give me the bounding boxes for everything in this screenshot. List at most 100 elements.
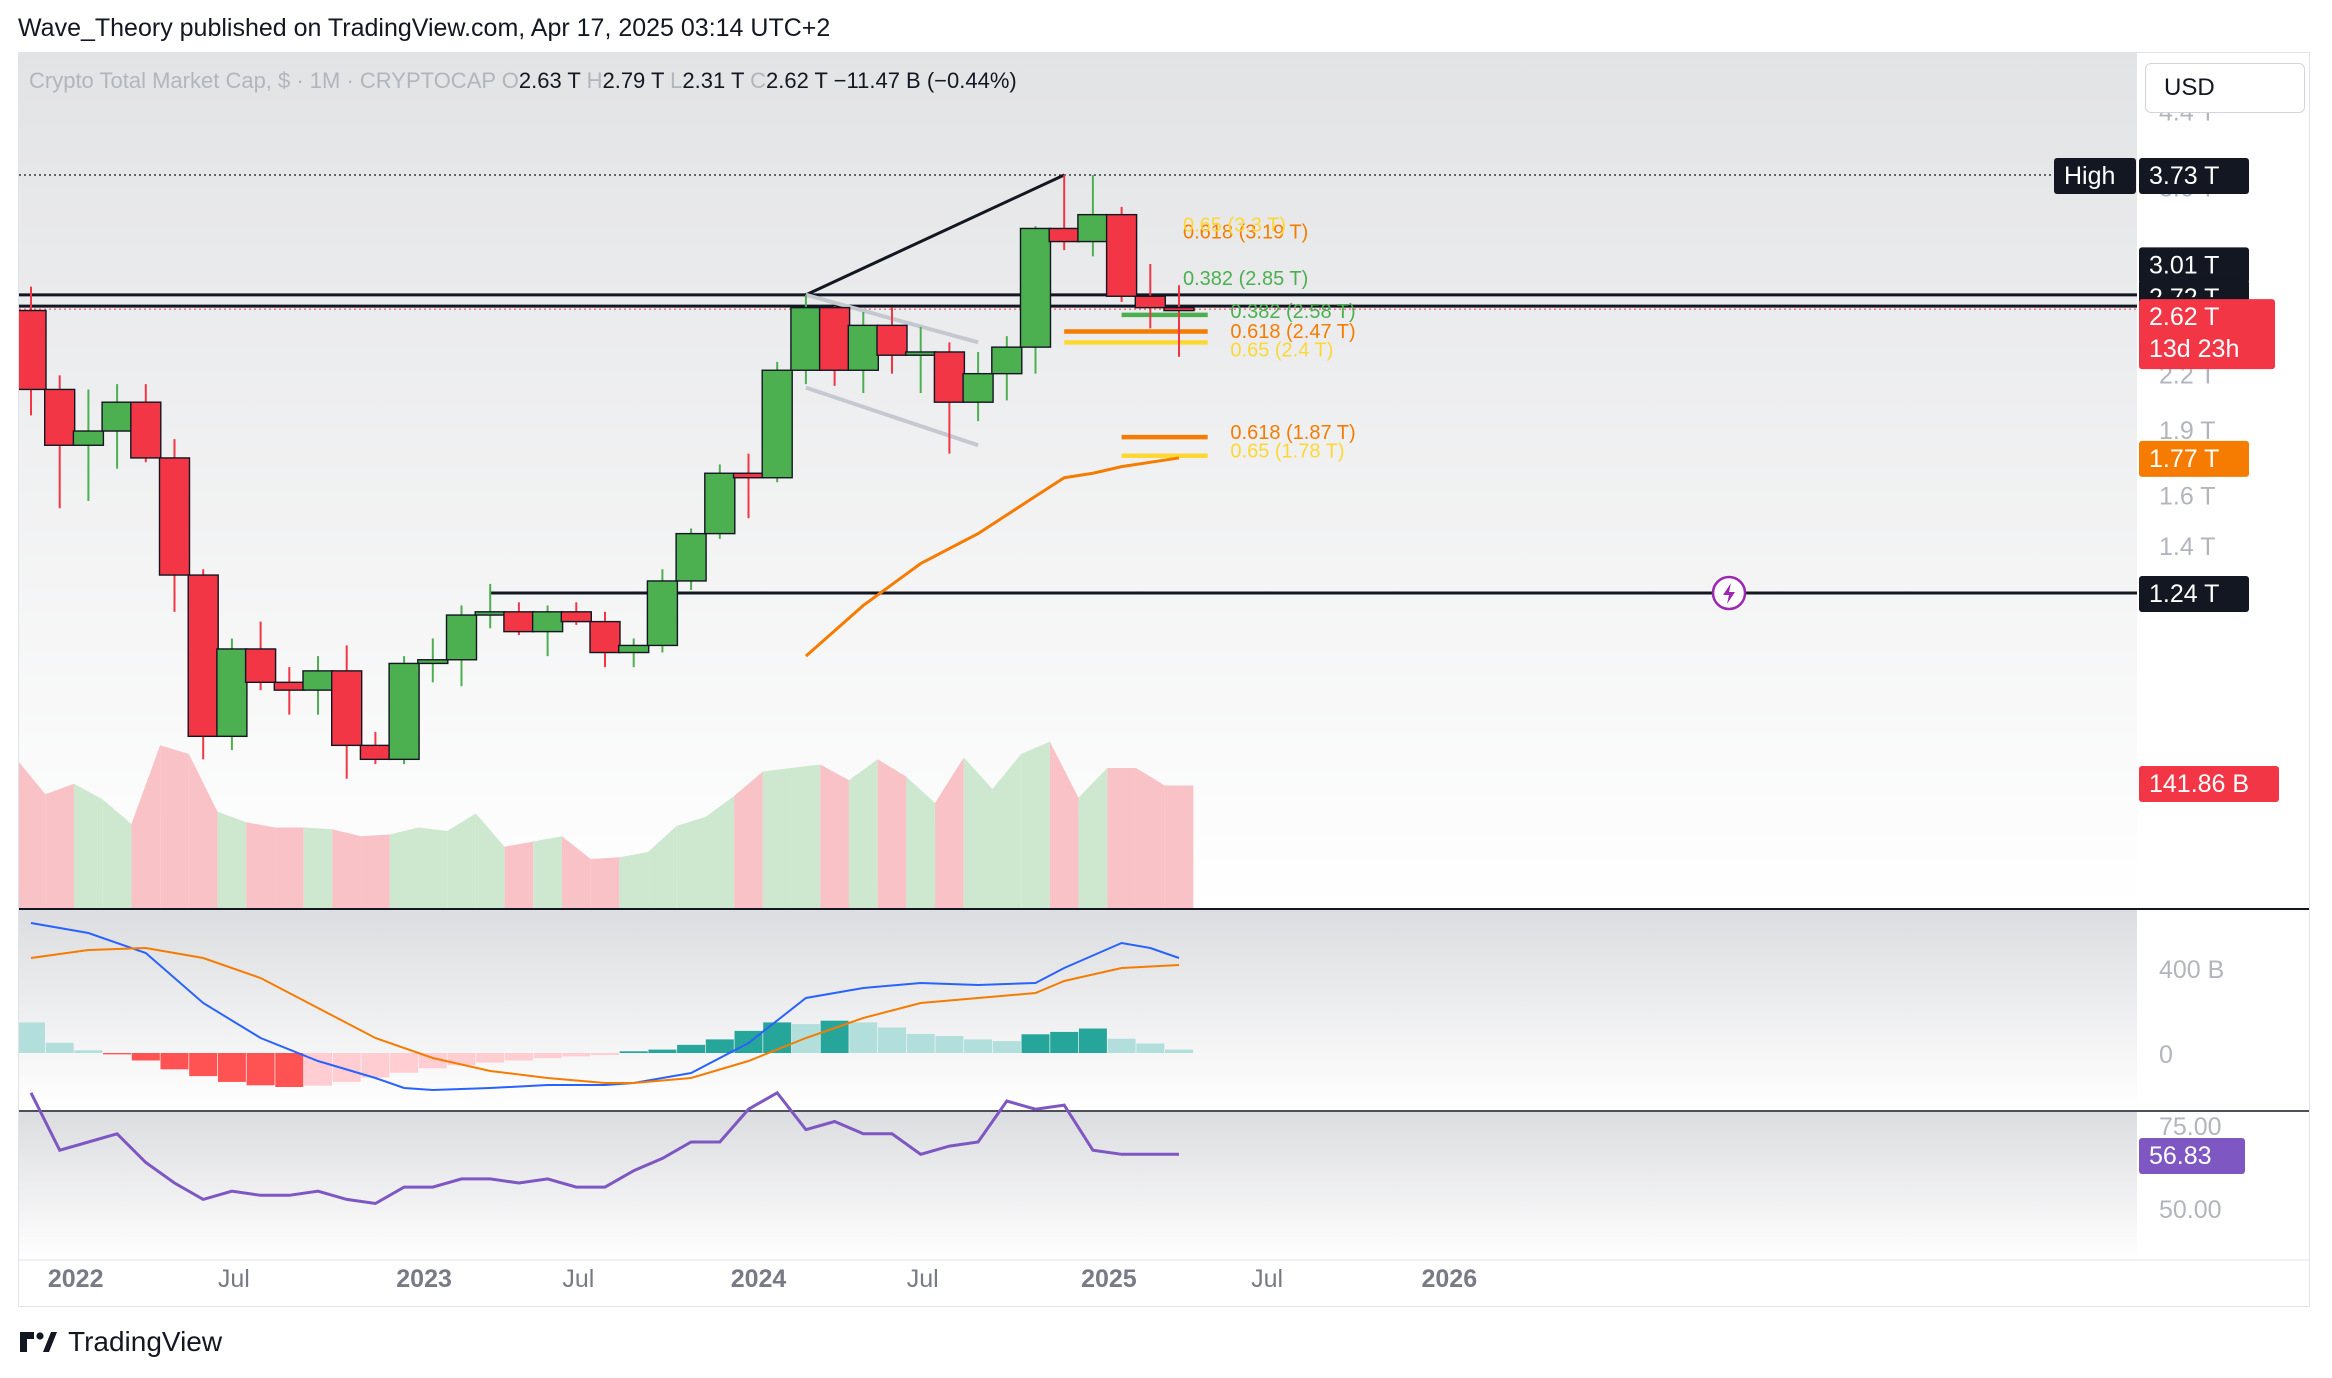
macd-histogram-bar xyxy=(476,1053,505,1063)
volume-tag-bg xyxy=(2139,766,2279,802)
fib-label: 0.65 (2.4 T) xyxy=(1230,339,1333,361)
rsi-value-tag-text: 56.83 xyxy=(2149,1142,2212,1170)
macd-histogram-bar xyxy=(591,1053,619,1056)
candle xyxy=(244,621,277,691)
last-price-tag-bg xyxy=(2139,299,2275,370)
volume-tag: 141.86 B xyxy=(2139,766,2279,802)
candle xyxy=(618,638,650,668)
candle xyxy=(876,307,908,374)
legend-line: Crypto Total Market Cap, $ · 1M · CRYPTO… xyxy=(29,68,1017,93)
candle-body xyxy=(503,611,535,633)
candle-body xyxy=(72,430,105,446)
volume-bar xyxy=(1078,768,1108,908)
volume-bar xyxy=(877,759,907,908)
chart-frame[interactable]: 0.618 (3.19 T) 0.65 (3.3 T) 0.382 (2.85 T)… xyxy=(18,52,2310,1307)
fib-label: 0.618 (1.87 T) xyxy=(1230,422,1355,444)
volume-bar xyxy=(676,817,706,908)
ema-price-tag: 1.77 T xyxy=(2139,440,2249,477)
macd-histogram-bar xyxy=(504,1053,533,1061)
high-tag-text: High xyxy=(2064,162,2115,190)
candle xyxy=(646,569,679,653)
legend-l-label: L xyxy=(670,68,682,93)
currency-button[interactable]: USD xyxy=(2145,63,2305,113)
candle-body xyxy=(905,351,937,356)
price-tag-3-01-text: 3.01 T xyxy=(2149,251,2219,279)
publisher-header: Wave_Theory published on TradingView.com… xyxy=(18,14,831,42)
candle xyxy=(962,351,994,422)
footer-brand[interactable]: TradingView xyxy=(18,1326,222,1358)
volume-bar xyxy=(274,827,304,908)
volume-bar xyxy=(504,841,534,908)
macd-histogram-bar xyxy=(361,1053,390,1078)
time-axis-label: 2022 xyxy=(48,1265,104,1293)
price-tag-high-text: 3.73 T xyxy=(2149,162,2219,190)
rsi-value-tag: 56.83 xyxy=(2139,1137,2245,1174)
volume-bar xyxy=(246,822,275,908)
macd-histogram-bar xyxy=(74,1050,103,1053)
rsi-layer xyxy=(29,1090,1179,1206)
volume-bar xyxy=(332,829,362,908)
volume-bar xyxy=(1135,768,1165,908)
candle-body xyxy=(876,324,908,356)
rsi-pane-bg xyxy=(19,1112,2137,1262)
volume-bar xyxy=(131,745,161,908)
price-tag-1-24-bg xyxy=(2139,576,2249,612)
time-axis-label: 2024 xyxy=(731,1265,787,1293)
candle-body xyxy=(331,670,363,747)
candle-body xyxy=(359,744,392,761)
volume-bar xyxy=(619,852,649,908)
drawings-layer[interactable]: 0.618 (3.19 T)0.65 (3.3 T) 0.382 (2.85 T)… xyxy=(19,173,2137,658)
tradingview-logo-icon xyxy=(20,1332,57,1352)
volume-bar xyxy=(45,783,75,908)
candle-body xyxy=(158,457,191,576)
macd-histogram-bar xyxy=(619,1051,648,1053)
rsi-axis-label: 75.00 xyxy=(2159,1113,2222,1141)
macd-histogram-bar xyxy=(275,1053,304,1087)
candle xyxy=(1134,264,1167,329)
volume-bar xyxy=(1021,741,1050,908)
macd-histogram-bar xyxy=(648,1049,677,1053)
candle xyxy=(1163,285,1195,357)
candle xyxy=(761,361,793,483)
macd-histogram-bar xyxy=(935,1036,964,1053)
ema-price-tag-text: 1.77 T xyxy=(2149,445,2219,473)
macd-histogram-bar xyxy=(189,1053,218,1077)
candle-body xyxy=(847,324,879,371)
candle-body xyxy=(1163,306,1195,312)
candle xyxy=(417,638,449,683)
fib-label: 0.65 (3.3 T) xyxy=(1183,214,1286,236)
candle xyxy=(503,602,535,636)
candle-body xyxy=(589,620,621,654)
volume-bar xyxy=(217,811,247,908)
candle xyxy=(445,605,478,687)
ema-line xyxy=(804,456,1180,658)
chart-svg[interactable]: 0.618 (3.19 T)0.65 (3.3 T) 0.382 (2.85 T)… xyxy=(19,53,2310,1307)
volume-bar xyxy=(590,857,620,908)
candles-layer[interactable] xyxy=(19,175,1195,779)
candle-body xyxy=(732,472,765,479)
volume-bar xyxy=(102,799,132,908)
candle xyxy=(388,656,420,765)
candle-body xyxy=(130,401,162,459)
candle-body xyxy=(445,614,478,661)
volume-bar xyxy=(188,754,218,908)
candle-body xyxy=(818,306,851,371)
candle-body xyxy=(1048,227,1080,243)
macd-histogram-bar xyxy=(1107,1038,1136,1053)
legend-l-value: 2.31 T xyxy=(682,68,750,93)
candle-body xyxy=(560,611,592,623)
candle-body xyxy=(704,472,736,535)
volume-bar xyxy=(533,836,562,908)
candle xyxy=(560,602,592,625)
fib-label: 0.382 (2.58 T) xyxy=(1230,301,1355,323)
volume-bar xyxy=(1164,785,1194,908)
candle-body xyxy=(790,306,822,371)
volume-layer xyxy=(19,741,1194,908)
macd-histogram-bar xyxy=(992,1041,1021,1053)
candle-body xyxy=(19,309,47,391)
candle-body xyxy=(646,580,679,647)
rsi-line xyxy=(29,1090,1179,1206)
lightning-icon-bolt xyxy=(1723,583,1735,604)
volume-bar xyxy=(906,776,936,908)
